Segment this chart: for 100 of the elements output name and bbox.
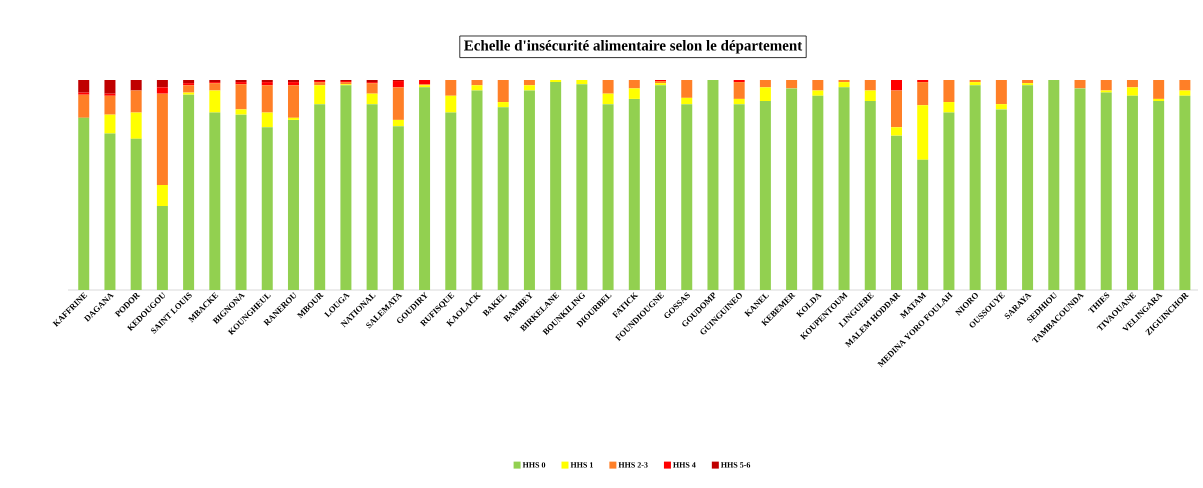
bar — [235, 84, 247, 110]
bar — [838, 87, 850, 290]
bar — [156, 206, 168, 290]
bar — [864, 90, 876, 101]
bar — [602, 80, 614, 94]
bar — [314, 104, 326, 290]
bar — [130, 112, 142, 139]
bar — [392, 126, 404, 290]
bar — [1126, 87, 1138, 96]
bar — [261, 127, 273, 290]
bar — [550, 80, 562, 83]
bar — [209, 83, 221, 91]
bar — [183, 85, 195, 93]
legend-label: HHS 1 — [570, 462, 593, 468]
bar — [890, 90, 902, 128]
bar — [1100, 90, 1112, 93]
bar — [943, 80, 955, 103]
bar — [156, 185, 168, 206]
bar — [602, 104, 614, 290]
bar — [156, 80, 168, 88]
bar — [1153, 98, 1165, 101]
bar — [104, 93, 116, 96]
bar — [1100, 92, 1112, 290]
bar — [104, 80, 116, 94]
bar — [209, 90, 221, 113]
bar — [261, 85, 273, 113]
bar — [314, 85, 326, 105]
bar — [995, 80, 1007, 105]
bar — [576, 84, 588, 290]
bar — [838, 80, 850, 83]
bar — [366, 83, 378, 94]
bar — [130, 138, 142, 290]
bar — [1179, 80, 1191, 91]
bar — [733, 98, 745, 105]
bar — [130, 90, 142, 113]
bar — [1100, 80, 1112, 91]
bar — [471, 90, 483, 290]
bar — [550, 82, 562, 290]
bar — [366, 93, 378, 105]
bar — [471, 80, 483, 86]
chart-title: Echelle d'insécurité alimentaire selon le département — [464, 39, 803, 54]
bar — [209, 112, 221, 290]
bar — [602, 93, 614, 105]
bar — [156, 93, 168, 185]
bar — [392, 81, 404, 88]
bar — [995, 109, 1007, 290]
bar — [445, 95, 457, 113]
bar — [943, 102, 955, 113]
bar — [786, 80, 798, 89]
bar — [445, 112, 457, 290]
bar — [104, 95, 116, 115]
bar — [235, 109, 247, 115]
bar — [1179, 90, 1191, 96]
bar — [1126, 80, 1138, 88]
bar — [733, 80, 745, 83]
bar — [786, 88, 798, 290]
bar — [655, 85, 667, 290]
bar — [497, 80, 509, 103]
bar — [392, 87, 404, 120]
bar — [78, 92, 90, 95]
bar — [1179, 95, 1191, 290]
bar — [1126, 95, 1138, 290]
bar — [759, 87, 771, 101]
bar — [104, 114, 116, 134]
bar — [1048, 80, 1060, 290]
bar — [943, 112, 955, 290]
bar — [497, 107, 509, 290]
legend-label: HHS 4 — [673, 462, 696, 468]
bar — [366, 104, 378, 290]
bar — [287, 85, 299, 118]
bar — [812, 80, 824, 91]
bar — [681, 104, 693, 290]
bar — [812, 90, 824, 96]
bar — [864, 80, 876, 91]
bar — [1074, 80, 1086, 89]
bar — [628, 80, 640, 89]
bar — [471, 85, 483, 91]
bar — [576, 80, 588, 85]
bar — [183, 92, 195, 95]
bar — [1074, 88, 1086, 290]
bar — [287, 117, 299, 120]
bar — [183, 94, 195, 290]
bar — [78, 117, 90, 290]
bar — [392, 119, 404, 127]
bar — [917, 105, 929, 160]
bar — [733, 82, 745, 99]
bar — [759, 101, 771, 290]
bar — [917, 159, 929, 290]
bar — [156, 87, 168, 94]
bar — [969, 85, 981, 290]
bar — [995, 104, 1007, 110]
bar — [890, 135, 902, 290]
bar — [838, 82, 850, 88]
bar — [707, 80, 719, 290]
bar — [235, 114, 247, 290]
bar — [419, 80, 431, 85]
bar — [812, 95, 824, 290]
bar — [890, 127, 902, 136]
legend-label: HHS 2-3 — [618, 462, 648, 468]
bar — [1022, 85, 1034, 290]
